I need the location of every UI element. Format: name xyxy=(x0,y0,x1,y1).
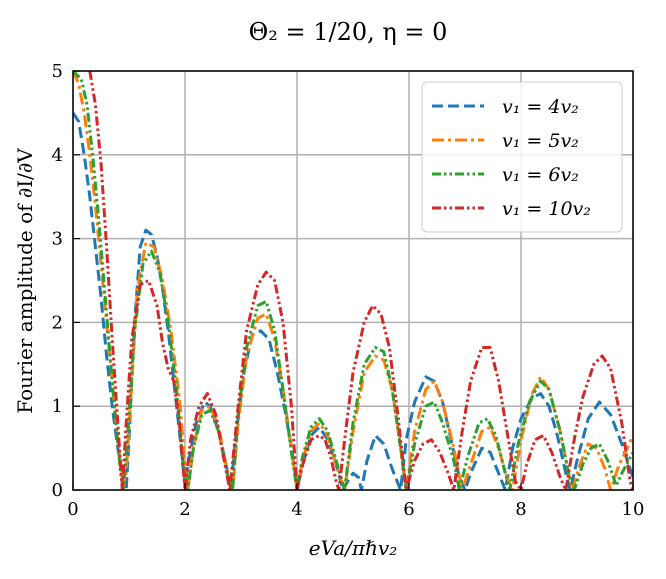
y-tick-label: 4 xyxy=(52,145,63,166)
series-lines xyxy=(73,71,633,490)
y-tick-label: 2 xyxy=(52,312,63,333)
x-tick-label: 10 xyxy=(622,499,645,520)
x-tick-label: 4 xyxy=(291,499,302,520)
y-tick-label: 3 xyxy=(52,229,63,250)
chart-title: Θ₂ = 1/20, η = 0 xyxy=(249,18,448,46)
plot-frame xyxy=(72,70,634,491)
y-axis-label: Fourier amplitude of ∂I/∂V xyxy=(13,148,37,414)
x-tick-label: 2 xyxy=(179,499,190,520)
x-tick-label: 6 xyxy=(403,499,414,520)
legend-label: v₁ = 10v₂ xyxy=(502,198,591,220)
y-tick-label: 5 xyxy=(52,61,63,82)
legend-label: v₁ = 5v₂ xyxy=(502,130,579,152)
y-tick-label: 0 xyxy=(52,480,63,501)
series-line-2 xyxy=(73,71,633,490)
legend-label: v₁ = 4v₂ xyxy=(502,96,579,118)
series-line-3 xyxy=(88,71,633,490)
legend-box xyxy=(421,81,623,233)
x-axis-label: eVa/πℏv₂ xyxy=(309,536,397,560)
x-tick-label: 8 xyxy=(515,499,526,520)
series-line-0 xyxy=(73,112,633,490)
legend: v₁ = 4v₂ v₁ = 5v₂ v₁ = 6v₂ v₁ = 10v₂ xyxy=(421,81,623,233)
ticks: 0 2 4 6 8 10 0 1 2 3 4 5 xyxy=(52,61,645,520)
y-tick-label: 1 xyxy=(52,396,63,417)
series-line-1 xyxy=(73,71,633,490)
legend-label: v₁ = 6v₂ xyxy=(502,164,579,186)
x-tick-label: 0 xyxy=(67,499,78,520)
